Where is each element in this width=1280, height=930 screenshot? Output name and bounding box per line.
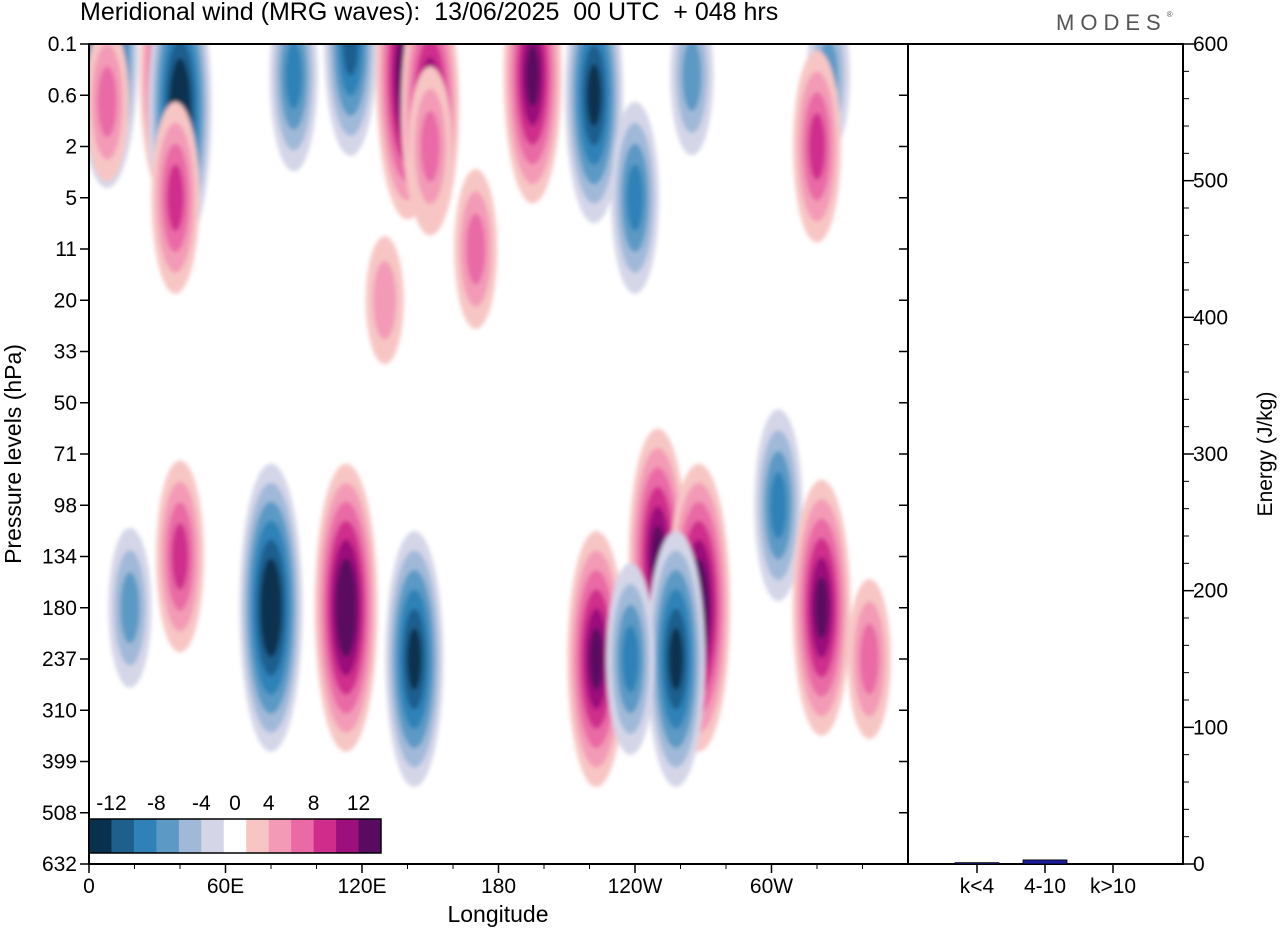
y-tick-label-5: 20 (54, 289, 77, 312)
colorbar-swatch-4 (178, 819, 202, 853)
heat-cell-15 (611, 101, 659, 294)
colorbar-swatch-1 (111, 819, 135, 853)
energy-bar-1 (1022, 859, 1068, 865)
y-tick-label-10: 134 (42, 546, 77, 569)
y-tick-label-12: 237 (42, 648, 77, 671)
energy-tick-label-5: 500 (1193, 170, 1228, 193)
heat-cell-14 (151, 101, 200, 294)
y-tick-label-2: 2 (65, 136, 77, 159)
energy-tick-label-4: 400 (1193, 306, 1228, 329)
energy-bar-2 (1090, 863, 1136, 865)
colorbar-swatch-7 (246, 819, 269, 853)
wind-heatmap (89, 44, 891, 787)
heat-cell-9 (565, 44, 624, 224)
energy-category-label-2: k>10 (1090, 875, 1136, 898)
energy-category-label-0: k<4 (960, 875, 995, 898)
colorbar-label-3: 0 (229, 792, 241, 815)
colorbar: -12 -8 -4 0 4 8 12 (88, 792, 382, 854)
heat-cell-10 (670, 44, 714, 156)
heat-cell-30 (847, 579, 891, 739)
x-axis-label: Longitude (447, 901, 548, 927)
colorbar-swatch-5 (201, 819, 225, 853)
colorbar-swatch-3 (156, 819, 180, 853)
y-tick-label-8: 71 (54, 443, 77, 466)
energy-tick-label-1: 100 (1193, 716, 1228, 739)
energy-tick-label-3: 300 (1193, 443, 1228, 466)
heat-cell-25 (567, 531, 626, 787)
heat-cell-17 (365, 236, 404, 365)
y-tick-label-7: 50 (54, 392, 77, 415)
logo-text: MODES (1056, 10, 1167, 35)
colorbar-label-0: -12 (96, 792, 126, 815)
y-tick-label-9: 98 (54, 494, 77, 517)
y-tick-label-14: 399 (42, 751, 77, 774)
colorbar-label-5: 8 (308, 792, 320, 815)
y-tick-label-3: 5 (65, 187, 77, 210)
energy-panel: 0 100 200 300 400 500 600 k<4 4-10 k>10 (954, 33, 1228, 898)
colorbar-swatch-12 (358, 819, 382, 853)
x-tick-label-1: 60E (207, 875, 244, 898)
heat-cell-28 (792, 479, 851, 736)
colorbar-swatch-2 (133, 819, 157, 853)
heat-cell-5 (324, 44, 378, 156)
colorbar-swatch-10 (313, 819, 337, 853)
heat-cell-21 (156, 460, 204, 653)
heat-cell-13 (793, 50, 841, 243)
heat-cell-24 (646, 531, 705, 787)
y-tick-label-4: 11 (55, 238, 77, 261)
heat-cell-16 (454, 169, 498, 329)
colorbar-label-2: -4 (192, 792, 211, 815)
x-tick-label-0: 0 (83, 875, 95, 898)
y-tick-label-11: 180 (42, 597, 77, 620)
energy-tick-label-6: 600 (1193, 33, 1228, 56)
heat-cell-4 (269, 44, 318, 172)
heat-cell-8 (503, 44, 562, 204)
colorbar-swatch-9 (291, 819, 314, 853)
energy-bar-0 (954, 862, 1000, 865)
energy-frame (907, 43, 1184, 865)
chart-title: Meridional wind (MRG waves): 13/06/2025 … (80, 0, 779, 26)
heat-cell-12 (408, 66, 452, 227)
x-tick-label-5: 60W (750, 875, 793, 898)
colorbar-swatch-0 (89, 819, 112, 853)
registered-mark: ® (1166, 10, 1173, 19)
heat-cell-20 (385, 531, 444, 787)
x-axis-ticks: 0 60E 120E 180 120W 60W (83, 864, 863, 898)
x-tick-label-2: 120E (337, 875, 386, 898)
energy-tick-label-2: 200 (1193, 580, 1228, 603)
colorbar-swatch-8 (268, 819, 292, 853)
heat-cell-27 (754, 409, 803, 602)
y-tick-label-16: 632 (42, 853, 77, 876)
colorbar-swatch-11 (336, 819, 359, 853)
energy-tick-label-0: 0 (1193, 853, 1205, 876)
heat-cell-3 (89, 44, 129, 182)
modes-logo: MODES® (1056, 10, 1173, 36)
colorbar-frame (88, 818, 382, 854)
x-tick-label-4: 120W (608, 875, 663, 898)
y-tick-label-6: 33 (54, 341, 77, 364)
heat-cell-29 (108, 527, 152, 688)
colorbar-label-1: -8 (147, 792, 166, 815)
heat-cell-18 (239, 463, 303, 752)
energy-axis-label: Energy (J/kg) (1254, 392, 1277, 517)
y-axis-ticks: 0.1 0.6 2 5 11 20 33 50 71 98 134 180 237 310 399 508 63… (42, 33, 908, 876)
heat-cell-19 (314, 463, 378, 752)
x-tick-label-3: 180 (481, 875, 516, 898)
y-tick-label-15: 508 (42, 802, 77, 825)
heat-cell-26 (606, 563, 655, 755)
colorbar-swatch-6 (223, 819, 247, 853)
y-tick-label-0: 0.1 (48, 33, 77, 56)
colorbar-label-6: 12 (347, 792, 370, 815)
colorbar-label-4: 4 (263, 792, 275, 815)
y-tick-label-1: 0.6 (48, 84, 77, 107)
y-axis-label: Pressure levels (hPa) (0, 344, 26, 564)
energy-category-label-1: 4-10 (1024, 875, 1066, 898)
y-tick-label-13: 310 (42, 699, 77, 722)
